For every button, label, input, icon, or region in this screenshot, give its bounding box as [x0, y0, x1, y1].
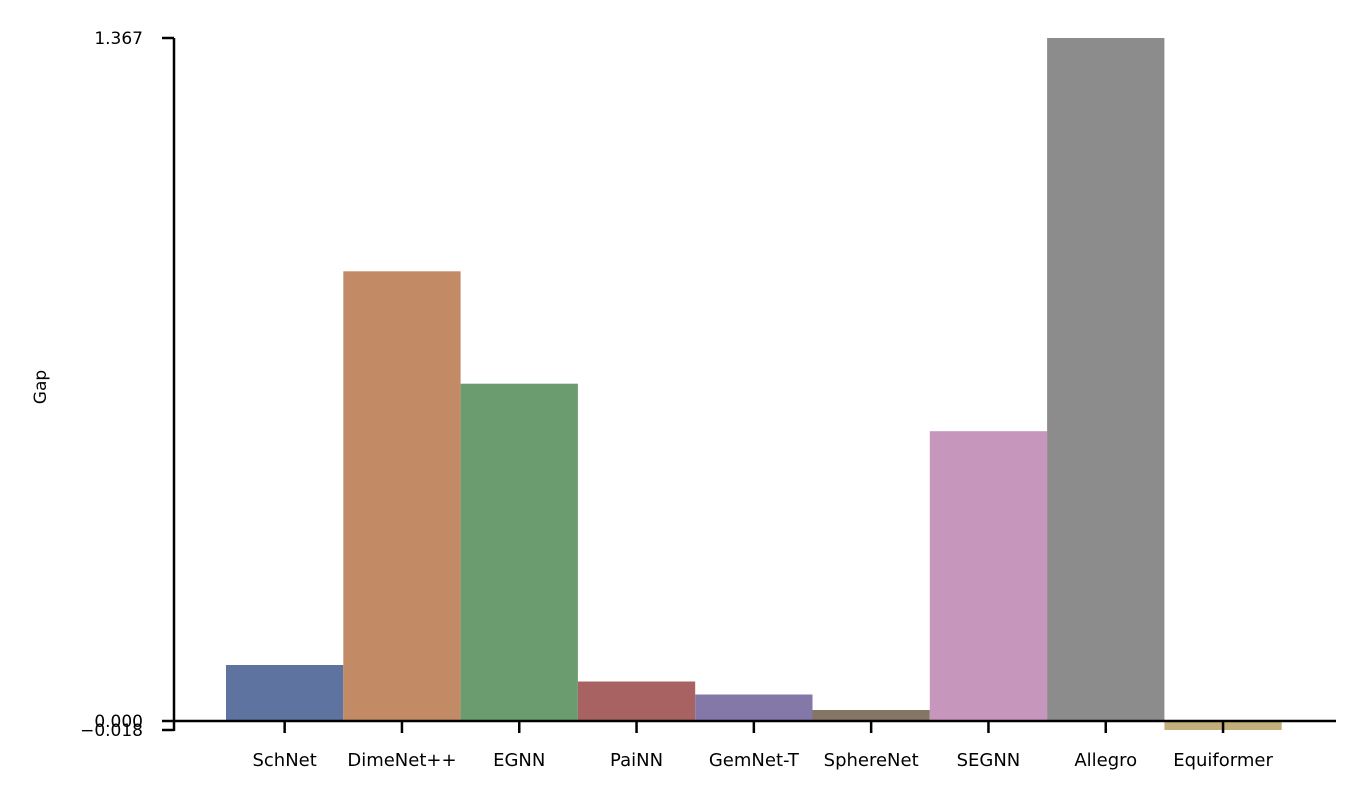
bar-segnn: [929, 431, 1048, 721]
bar-spherenet: [812, 710, 930, 721]
x-tick-label: SchNet: [252, 750, 316, 771]
x-ticks-group: SchNet DimeNet++ EGNN PaiNN GemNet-T SphereNe…: [252, 721, 1273, 771]
y-tick-label: 1.367: [94, 29, 143, 49]
bar-gemnet-t: [695, 694, 813, 721]
x-tick-label: EGNN: [493, 750, 545, 771]
bars-group: [226, 38, 1282, 730]
y-axis-label: Gap: [31, 370, 51, 404]
x-tick-label: SphereNet: [824, 750, 919, 771]
bar-dimenet-: [343, 271, 461, 721]
y-tick-label: 0.000: [94, 712, 143, 732]
x-tick-label: Equiformer: [1173, 750, 1273, 771]
bar-allegro: [1047, 38, 1165, 721]
x-tick-label: DimeNet++: [347, 750, 456, 771]
bar-painn: [577, 681, 696, 721]
x-tick-label: SEGNN: [957, 750, 1021, 771]
bar-schnet: [226, 665, 344, 721]
x-tick-label: GemNet-T: [709, 750, 800, 771]
x-tick-label: Allegro: [1074, 750, 1137, 771]
x-tick-label: PaiNN: [610, 750, 663, 771]
bar-egnn: [460, 383, 578, 721]
y-tick-label: −0.018: [80, 721, 143, 741]
